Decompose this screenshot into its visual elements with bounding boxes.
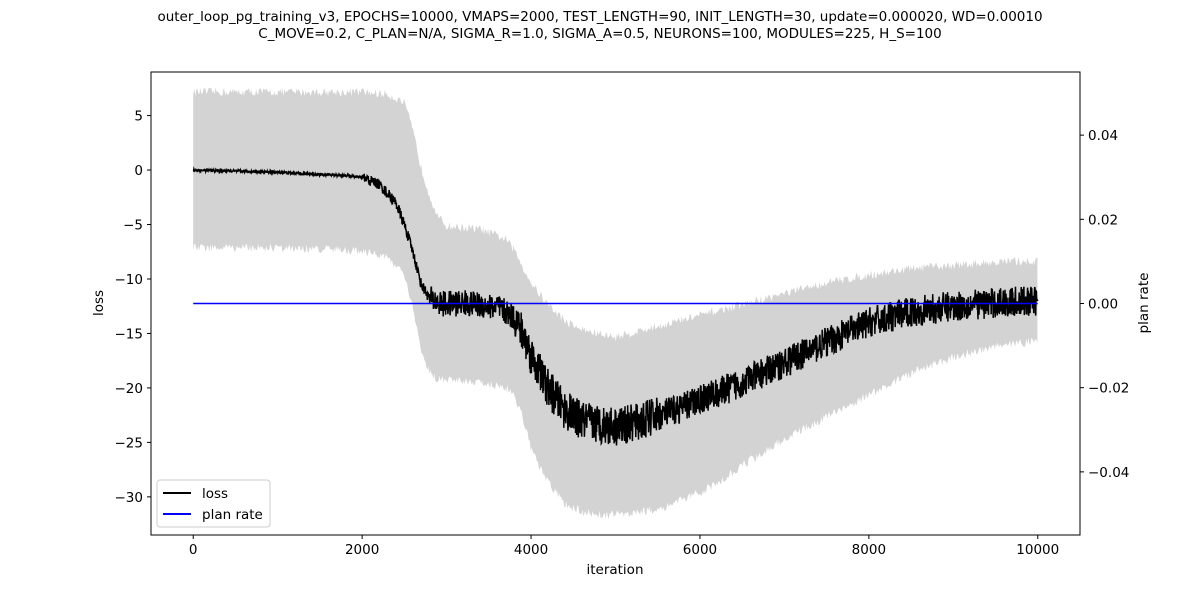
legend: loss plan rate (156, 479, 271, 528)
series-loss-line (192, 166, 1039, 446)
x-axis-label: iteration (586, 562, 643, 578)
chart-title-line-1: outer_loop_pg_training_v3, EPOCHS=10000,… (157, 9, 1043, 25)
y-tick-label: −10 (115, 272, 144, 288)
y-tick-label: −30 (115, 490, 144, 506)
x-tick-label: 4000 (514, 542, 548, 558)
y-tick-label: 0 (134, 163, 143, 179)
legend-label-loss: loss (202, 486, 228, 502)
y-axis-label: loss (91, 290, 107, 316)
y-tick-label: −5 (123, 218, 143, 234)
y-tick-label: −25 (115, 435, 144, 451)
y2-tick-label: 0.00 (1088, 297, 1118, 313)
x-tick-label: 0 (189, 542, 198, 558)
chart-title-line-2: C_MOVE=0.2, C_PLAN=N/A, SIGMA_R=1.0, SIG… (258, 26, 942, 42)
x-tick-label: 6000 (683, 542, 717, 558)
y2-tick-label: 0.04 (1088, 128, 1118, 144)
x-tick-label: 2000 (345, 542, 379, 558)
x-tick-label: 10000 (1016, 542, 1059, 558)
legend-box (156, 479, 271, 528)
legend-label-plan-rate: plan rate (202, 507, 263, 523)
loss-std-band (193, 87, 1038, 520)
y2-axis-label: plan rate (1136, 273, 1152, 334)
x-tick-label: 8000 (852, 542, 886, 558)
y-tick-label: −15 (115, 326, 144, 342)
y-tick-label: 5 (134, 109, 143, 125)
y-tick-label: −20 (115, 381, 144, 397)
y2-tick-label: −0.04 (1088, 465, 1129, 481)
y2-tick-label: −0.02 (1088, 381, 1129, 397)
y2-tick-label: 0.02 (1088, 212, 1118, 228)
